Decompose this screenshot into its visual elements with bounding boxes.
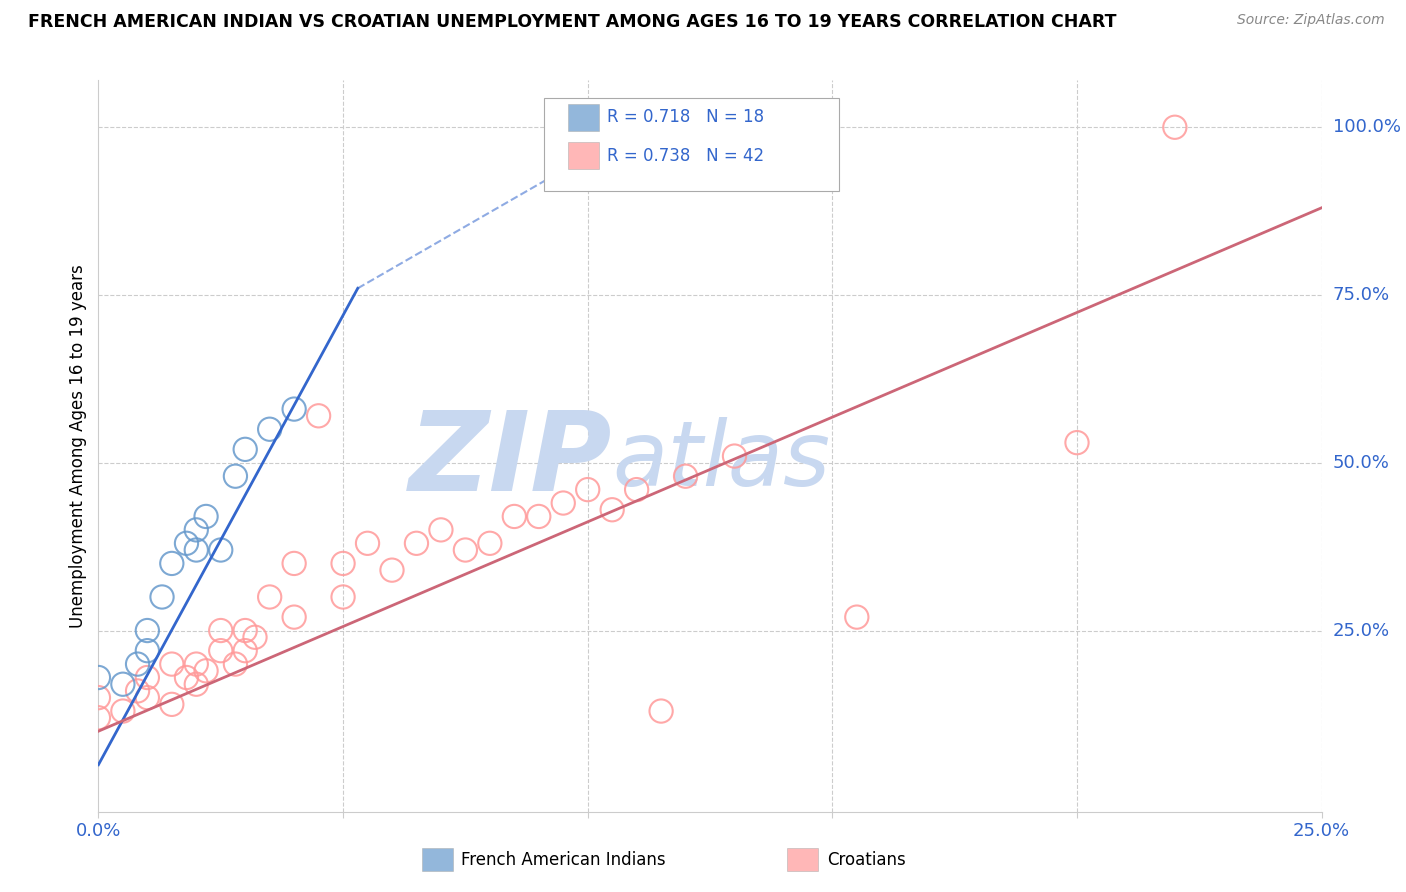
Point: [186, 543, 208, 558]
Text: ZIP: ZIP: [409, 407, 612, 514]
Text: R = 0.738   N = 42: R = 0.738 N = 42: [607, 147, 765, 165]
Point: [233, 643, 256, 657]
Point: [195, 509, 218, 524]
Point: [259, 590, 281, 604]
Point: [233, 442, 256, 457]
Point: [136, 690, 159, 705]
Point: [675, 134, 697, 148]
Point: [283, 402, 305, 417]
Point: [332, 557, 354, 571]
Point: [111, 677, 134, 691]
Point: [209, 643, 232, 657]
Point: [209, 543, 232, 558]
Point: [650, 704, 672, 718]
Point: [527, 509, 550, 524]
Text: French American Indians: French American Indians: [461, 851, 666, 869]
Point: [111, 704, 134, 718]
Point: [626, 483, 648, 497]
Point: [356, 536, 378, 550]
Point: [186, 657, 208, 671]
Point: [454, 543, 477, 558]
Text: Source: ZipAtlas.com: Source: ZipAtlas.com: [1237, 13, 1385, 28]
Point: [243, 630, 266, 644]
Text: 75.0%: 75.0%: [1333, 286, 1391, 304]
Point: [87, 671, 110, 685]
Point: [332, 590, 354, 604]
Point: [136, 624, 159, 638]
Point: [87, 711, 110, 725]
Point: [176, 536, 198, 550]
Text: 100.0%: 100.0%: [1333, 119, 1400, 136]
Text: 50.0%: 50.0%: [1333, 454, 1389, 472]
Point: [136, 643, 159, 657]
Point: [283, 610, 305, 624]
Point: [1066, 435, 1088, 450]
Point: [224, 469, 246, 483]
Point: [381, 563, 404, 577]
Point: [186, 677, 208, 691]
Point: [430, 523, 453, 537]
Point: [308, 409, 330, 423]
Point: [259, 422, 281, 436]
Text: Croatians: Croatians: [827, 851, 905, 869]
Point: [600, 502, 623, 516]
Point: [503, 509, 526, 524]
Point: [405, 536, 427, 550]
Point: [127, 657, 149, 671]
Text: atlas: atlas: [612, 417, 830, 505]
Point: [1164, 120, 1187, 135]
Point: [160, 557, 183, 571]
Point: [160, 698, 183, 712]
Point: [209, 624, 232, 638]
Point: [136, 671, 159, 685]
Point: [150, 590, 173, 604]
Point: [233, 624, 256, 638]
Point: [127, 684, 149, 698]
Point: [675, 469, 697, 483]
Text: FRENCH AMERICAN INDIAN VS CROATIAN UNEMPLOYMENT AMONG AGES 16 TO 19 YEARS CORREL: FRENCH AMERICAN INDIAN VS CROATIAN UNEMP…: [28, 13, 1116, 31]
Point: [224, 657, 246, 671]
Point: [553, 496, 575, 510]
Point: [845, 610, 868, 624]
Point: [723, 449, 745, 463]
Y-axis label: Unemployment Among Ages 16 to 19 years: Unemployment Among Ages 16 to 19 years: [69, 264, 87, 628]
Point: [576, 483, 599, 497]
Point: [186, 523, 208, 537]
Point: [87, 690, 110, 705]
Point: [699, 113, 721, 128]
Text: 25.0%: 25.0%: [1333, 622, 1391, 640]
Point: [478, 536, 501, 550]
Text: R = 0.718   N = 18: R = 0.718 N = 18: [607, 109, 765, 127]
Point: [160, 657, 183, 671]
Point: [283, 557, 305, 571]
Point: [176, 671, 198, 685]
Point: [195, 664, 218, 678]
